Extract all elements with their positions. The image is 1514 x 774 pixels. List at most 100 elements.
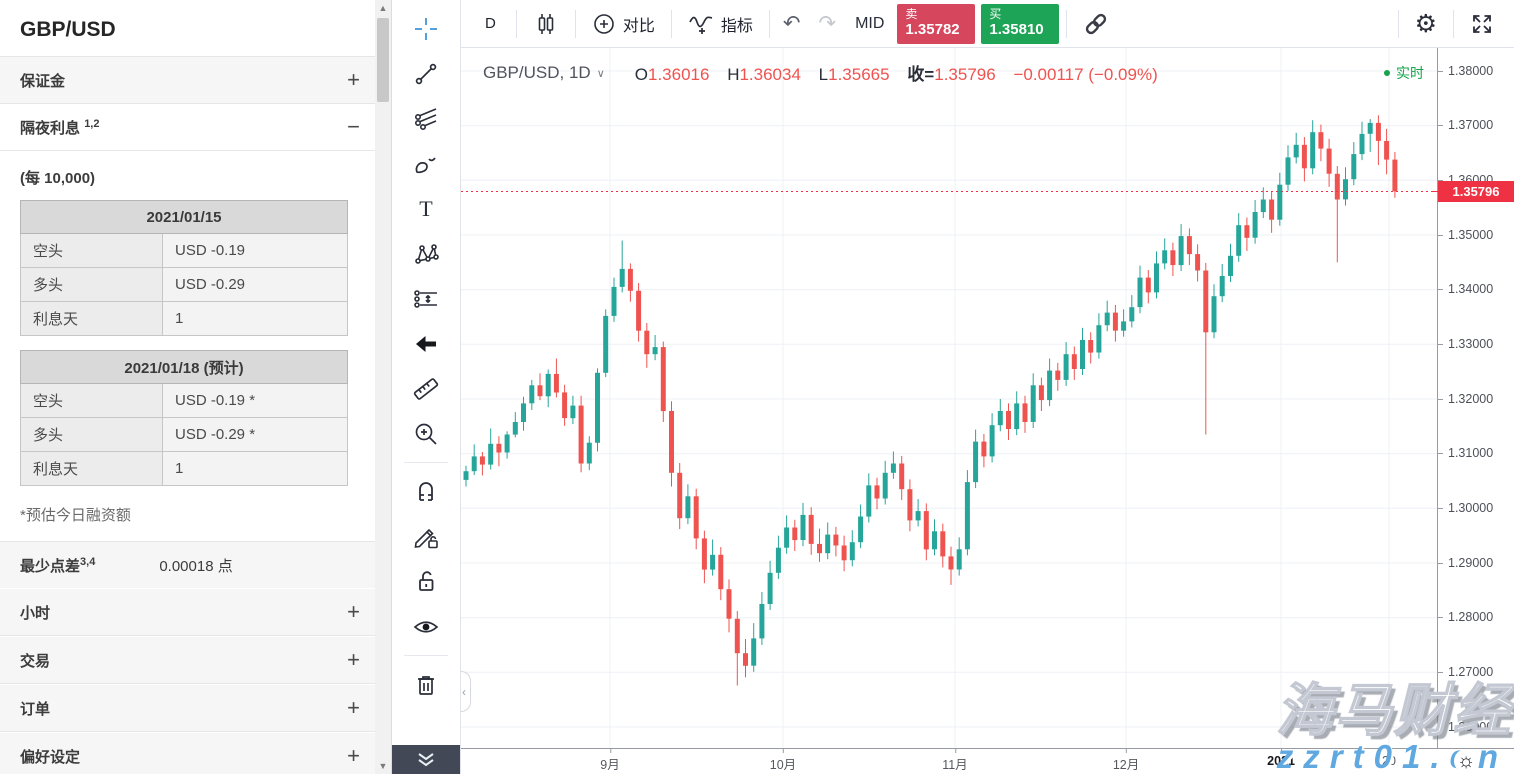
- time-tick-label: 10月: [770, 749, 796, 773]
- time-tick-label: 2021: [1267, 749, 1295, 768]
- text-tool[interactable]: T: [404, 186, 448, 231]
- section-hours[interactable]: 小时 +: [0, 589, 376, 636]
- brush-tool[interactable]: [404, 141, 448, 186]
- chart-style-button[interactable]: [521, 4, 571, 44]
- xabcd-pattern-icon: [415, 243, 439, 264]
- price-axis[interactable]: 1.35796 1.38000 1.37000 1.36000 1.35000 1.34…: [1432, 48, 1514, 748]
- trend-line-icon: [415, 63, 437, 84]
- section-overnight-interest[interactable]: 隔夜利息 1,2 −: [0, 103, 376, 150]
- candlestick-chart[interactable]: [461, 48, 1437, 748]
- row-value: USD -0.29: [162, 267, 348, 302]
- indicators-icon: [689, 15, 713, 34]
- interval-button[interactable]: D: [485, 15, 496, 32]
- pattern-tool[interactable]: [404, 231, 448, 276]
- expand-icon[interactable]: +: [347, 695, 360, 720]
- arrow-marker-tool[interactable]: [404, 321, 448, 366]
- table-date-header: 2021/01/15: [20, 200, 348, 234]
- min-spread-label: 最少点差3,4: [20, 555, 96, 575]
- overnight-interest-table: 2021/01/18 (预计) 空头 USD -0.19 * 多头 USD -0…: [20, 350, 348, 486]
- price-tick-label: 1.37000: [1437, 118, 1494, 133]
- section-preferences[interactable]: 偏好设定 +: [0, 733, 376, 774]
- sidebar-scrollbar[interactable]: ▲ ▼: [375, 0, 391, 774]
- expand-icon[interactable]: +: [347, 647, 360, 672]
- buy-button[interactable]: 买 1.35810: [981, 3, 1060, 44]
- row-label: 利息天: [20, 451, 163, 486]
- collapse-icon[interactable]: −: [347, 114, 360, 139]
- collapse-toolbar-footer[interactable]: [392, 745, 460, 774]
- price-tick-label: 1.38000: [1437, 63, 1494, 78]
- scroll-down-icon[interactable]: ▼: [378, 761, 388, 771]
- change-value: −0.00117 (−0.09%): [1013, 65, 1158, 84]
- price-tick-label: 1.30000: [1437, 500, 1494, 515]
- toolbar-divider: [404, 655, 448, 656]
- symbol-title[interactable]: GBP/USD, 1D: [483, 62, 591, 82]
- mid-price-mode-label[interactable]: MID: [855, 14, 885, 32]
- remove-all-drawings[interactable]: [404, 662, 448, 707]
- crosshair-tool[interactable]: [404, 6, 448, 51]
- price-tick-label: 1.34000: [1437, 282, 1494, 297]
- toolbar-divider: [768, 9, 770, 38]
- gann-fibonacci-tool[interactable]: [404, 96, 448, 141]
- link-chart-button[interactable]: [1071, 4, 1121, 44]
- lock-all-drawings[interactable]: [404, 559, 448, 604]
- indicators-button[interactable]: 指标: [676, 4, 765, 44]
- ohlc-values: O1.36016 H1.36034 L1.35665 收=1.35796 −0.…: [634, 65, 1158, 84]
- expand-icon[interactable]: +: [347, 599, 360, 624]
- toolbar-divider: [1066, 9, 1068, 38]
- scrollbar-thumb[interactable]: [377, 18, 389, 102]
- chart-legend: GBP/USD, 1D ∨ O1.36016 H1.36034 L1.35665…: [483, 60, 1158, 85]
- time-tick-label: 20: [1382, 749, 1396, 768]
- zoom-in-tool[interactable]: [404, 411, 448, 456]
- section-trading[interactable]: 交易 +: [0, 637, 376, 684]
- link-icon: [1086, 13, 1107, 34]
- footnote-marker: 3,4: [80, 555, 96, 568]
- expand-icon[interactable]: +: [347, 743, 360, 768]
- scroll-up-icon[interactable]: ▲: [378, 3, 388, 13]
- section-margin-label: 保证金: [20, 72, 66, 90]
- long-position-icon: [414, 289, 437, 308]
- realtime-badge: 实时: [1384, 63, 1424, 83]
- row-label: 空头: [20, 233, 163, 268]
- price-tick-label: 1.28000: [1437, 610, 1494, 625]
- overnight-interest-table: 2021/01/15 空头 USD -0.19 多头 USD -0.29 利息天…: [20, 200, 348, 336]
- table-row: 空头 USD -0.19 *: [20, 383, 348, 418]
- fullscreen-icon: [1473, 14, 1491, 33]
- measure-tool[interactable]: [404, 366, 448, 411]
- chevron-left-icon: ‹: [462, 684, 466, 699]
- chart-area: D 对比 指标 ↶ ↷ MID 卖: [461, 0, 1514, 774]
- close-value: 1.35796: [934, 65, 996, 84]
- pencil-lock-icon: [414, 528, 438, 548]
- brush-icon: [415, 156, 436, 173]
- section-margin[interactable]: 保证金 +: [0, 56, 376, 103]
- compare-button[interactable]: 对比: [580, 4, 667, 44]
- hide-all-drawings[interactable]: [404, 604, 448, 649]
- instrument-info-content: GBP/USD 保证金 + 隔夜利息 1,2 − (每 10,000) 2021…: [0, 0, 376, 774]
- magnet-mode[interactable]: [404, 469, 448, 514]
- settings-button[interactable]: ⚙: [1403, 4, 1449, 44]
- sell-button[interactable]: 卖 1.35782: [897, 3, 976, 44]
- time-tick-label: 9月: [600, 749, 620, 773]
- fullscreen-button[interactable]: [1458, 4, 1506, 44]
- forecast-position-tool[interactable]: [404, 276, 448, 321]
- table-row: 多头 USD -0.29 *: [20, 417, 348, 452]
- section-orders[interactable]: 订单 +: [0, 685, 376, 732]
- realtime-label: 实时: [1396, 65, 1424, 81]
- expand-icon[interactable]: +: [347, 67, 360, 92]
- candlestick-style-icon: [538, 13, 554, 34]
- buy-price: 1.35810: [989, 21, 1044, 38]
- low-value: 1.35665: [828, 65, 890, 84]
- price-tick-label: 1.29000: [1437, 555, 1494, 570]
- toolbar-divider: [404, 462, 448, 463]
- table-row: 利息天 1: [20, 451, 348, 486]
- overnight-tables: 2021/01/15 空头 USD -0.19 多头 USD -0.29 利息天…: [20, 200, 356, 486]
- undo-button[interactable]: ↶: [782, 12, 801, 35]
- chevron-down-icon[interactable]: ∨: [596, 68, 605, 80]
- row-label: 空头: [20, 383, 163, 418]
- table-row: 多头 USD -0.29: [20, 267, 348, 302]
- hide-toolbar-handle[interactable]: ‹: [461, 671, 471, 712]
- redo-button[interactable]: ↷: [818, 12, 837, 35]
- stay-in-drawing-mode[interactable]: [404, 514, 448, 559]
- trend-line-tool[interactable]: [404, 51, 448, 96]
- time-axis[interactable]: 9月 10月 11月 12月 2021 20: [461, 748, 1514, 774]
